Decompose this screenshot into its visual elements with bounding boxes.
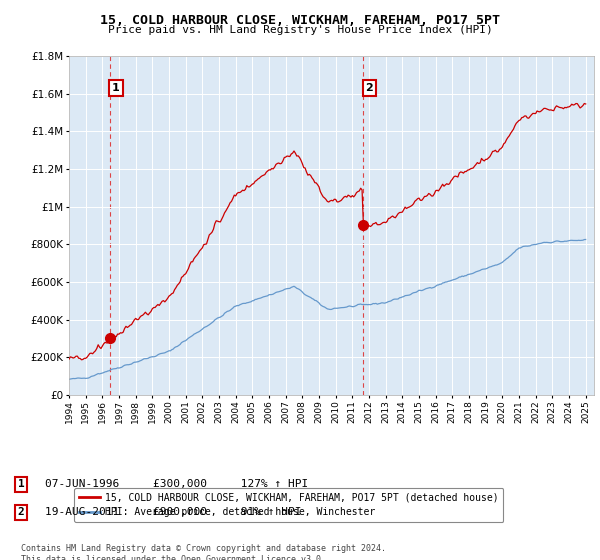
Text: 2: 2 [17, 507, 25, 517]
Text: 1: 1 [112, 83, 120, 93]
Legend: 15, COLD HARBOUR CLOSE, WICKHAM, FAREHAM, PO17 5PT (detached house), HPI: Averag: 15, COLD HARBOUR CLOSE, WICKHAM, FAREHAM… [74, 488, 503, 522]
Text: 1: 1 [17, 479, 25, 489]
Text: Contains HM Land Registry data © Crown copyright and database right 2024.
This d: Contains HM Land Registry data © Crown c… [21, 544, 386, 560]
Text: 2: 2 [365, 83, 373, 93]
Text: 07-JUN-1996     £300,000     127% ↑ HPI: 07-JUN-1996 £300,000 127% ↑ HPI [45, 479, 308, 489]
Text: 15, COLD HARBOUR CLOSE, WICKHAM, FAREHAM, PO17 5PT: 15, COLD HARBOUR CLOSE, WICKHAM, FAREHAM… [100, 14, 500, 27]
Text: Price paid vs. HM Land Registry's House Price Index (HPI): Price paid vs. HM Land Registry's House … [107, 25, 493, 35]
Text: 19-AUG-2011     £900,000     91% ↑ HPI: 19-AUG-2011 £900,000 91% ↑ HPI [45, 507, 302, 517]
